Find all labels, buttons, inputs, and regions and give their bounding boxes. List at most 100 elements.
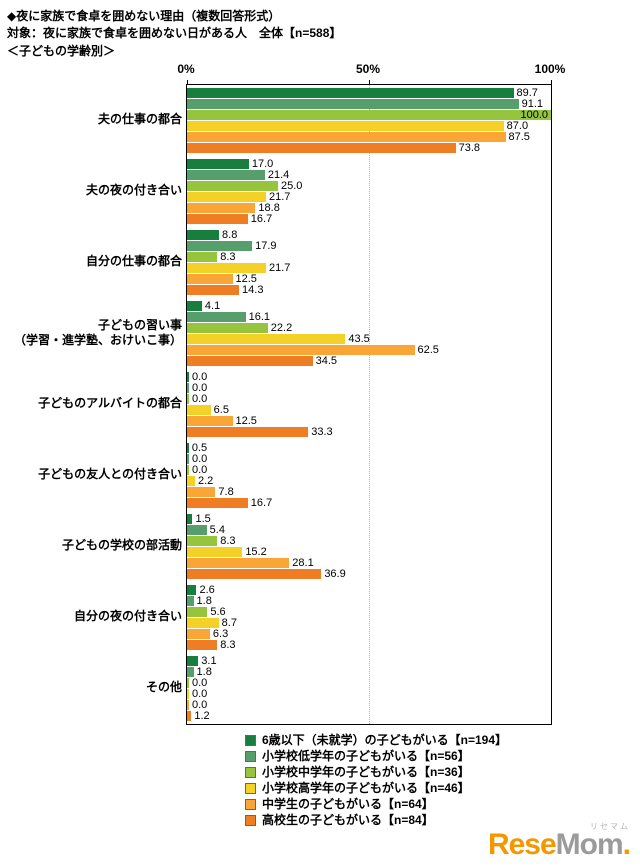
category-label: 夫の仕事の都合 (97, 112, 182, 126)
legend-item: 小学校中学年の子どもがいる【n=36】 (245, 766, 507, 778)
bar (187, 334, 346, 344)
chart-subgroup-label: ＜子どもの学齢別＞ (7, 43, 116, 58)
legend-label: 小学校高学年の子どもがいる【n=46】 (262, 781, 470, 795)
x-axis: 0% 50% 100% (177, 62, 565, 78)
x-axis-tick-mark (551, 80, 552, 85)
bar (187, 301, 202, 311)
category-label: 子どもの友人との付き合い (38, 467, 182, 481)
bar-value-label: 6.5 (213, 404, 229, 416)
legend-swatch (245, 734, 256, 746)
legend-swatch (245, 766, 256, 778)
bar-value-label: 8.7 (221, 617, 237, 629)
bar (187, 285, 240, 295)
bar (187, 454, 189, 464)
legend-swatch (245, 750, 256, 762)
bar-value-label: 43.5 (348, 333, 370, 345)
legend-swatch (245, 782, 256, 794)
resemom-logo-mom: Mom (555, 828, 624, 861)
bar (187, 711, 192, 721)
bar-value-label: 87.0 (506, 120, 529, 132)
legend-swatch (245, 798, 256, 810)
bar (187, 487, 216, 497)
x-axis-tick-mark (187, 80, 188, 85)
bar-value-label: 1.8 (196, 595, 212, 607)
bar-value-label: 0.0 (192, 464, 208, 476)
bar (187, 689, 189, 699)
bar-value-label: 8.3 (220, 639, 236, 651)
bar (187, 345, 415, 355)
bar-value-label: 16.7 (250, 213, 273, 225)
category-label: 子どもの習い事 （学習・進学塾、おけいこ事） (13, 317, 182, 347)
bar (187, 230, 220, 240)
bar-value-label: 15.2 (245, 546, 267, 558)
bar-value-label: 2.2 (198, 475, 214, 487)
legend-label: 小学校中学年の子どもがいる【n=36】 (262, 765, 470, 779)
legend: 6歳以下（未就学）の子どもがいる【n=194】 小学校低学年の子どもがいる【n=5… (245, 734, 507, 830)
bar (187, 514, 193, 524)
bar-value-label: 0.0 (192, 371, 208, 383)
bar-value-label: 18.8 (258, 202, 280, 214)
bar-value-label: 5.6 (210, 606, 226, 618)
category-label: 自分の夜の付き合い (73, 609, 182, 623)
bar-value-label: 0.0 (192, 688, 208, 700)
bar (187, 498, 248, 508)
x-axis-tick-label: 100% (534, 62, 566, 76)
legend-item: 高校生の子どもがいる【n=84】 (245, 814, 507, 826)
bar (187, 640, 218, 650)
bar (187, 667, 194, 677)
resemom-logo-text: ReseMom. (487, 828, 631, 861)
bar-value-label: 87.5 (508, 131, 530, 143)
bar (187, 323, 268, 333)
bar-value-label: 2.6 (199, 584, 215, 596)
bar-value-label: 16.1 (248, 311, 271, 323)
bar (187, 170, 265, 180)
bar-value-label: 4.1 (204, 300, 221, 312)
bar-value-label: 3.1 (201, 655, 217, 667)
bar-value-label: 12.5 (235, 273, 257, 285)
bar (187, 192, 266, 202)
bar (187, 465, 189, 475)
resemom-logo-furigana: リセマム (590, 822, 630, 831)
bar (187, 356, 313, 366)
category-label: 夫の夜の付き合い (85, 183, 182, 197)
resemom-logo-rese: Rese (487, 828, 557, 861)
category-labels: 夫の仕事の都合 夫の夜の付き合い 自分の仕事の都合 子どもの習い事 （学習・進学塾、お… (0, 84, 182, 723)
category-label: 子どものアルバイトの都合 (38, 396, 182, 410)
x-axis-tick-label: 50% (355, 62, 381, 76)
bar (187, 618, 219, 628)
bar-value-label: 33.3 (311, 426, 333, 438)
bar-value-label: 0.0 (192, 699, 208, 711)
bar (187, 476, 195, 486)
bar (187, 121, 504, 131)
bar (187, 181, 278, 191)
bar-value-label: 17.9 (255, 240, 277, 252)
bar-value-label: 6.3 (212, 628, 229, 640)
category-label: 子どもの学校の部活動 (61, 538, 182, 552)
chart-subtitle: 対象：夜に家族で食卓を囲めない日がある人 全体【n=588】 (7, 26, 342, 41)
bar (187, 558, 290, 568)
bar-value-label: 0.0 (192, 677, 208, 689)
bar (187, 88, 514, 98)
bar (187, 596, 194, 606)
bar (187, 678, 189, 688)
bar-value-label: 0.0 (192, 393, 208, 405)
bar-value-label: 7.8 (218, 486, 234, 498)
bar-value-label: 36.9 (324, 568, 346, 580)
bar (187, 427, 309, 437)
bar (187, 241, 253, 251)
bar (187, 416, 233, 426)
bar-value-label: 100.0 (520, 109, 548, 121)
bar-value-label: 1.8 (196, 666, 212, 678)
bar-value-label: 21.7 (268, 262, 291, 274)
bar-value-label: 8.8 (222, 229, 238, 241)
legend-item: 小学校低学年の子どもがいる【n=56】 (245, 750, 507, 762)
bar (187, 525, 207, 535)
bar-value-label: 21.7 (268, 191, 291, 203)
bar (187, 159, 249, 169)
legend-item: 6歳以下（未就学）の子どもがいる【n=194】 (245, 734, 507, 746)
bar (187, 394, 189, 404)
bar (187, 443, 189, 453)
resemom-logo: リセマム ReseMom. (487, 821, 631, 861)
legend-label: 中学生の子どもがいる【n=64】 (262, 797, 434, 811)
